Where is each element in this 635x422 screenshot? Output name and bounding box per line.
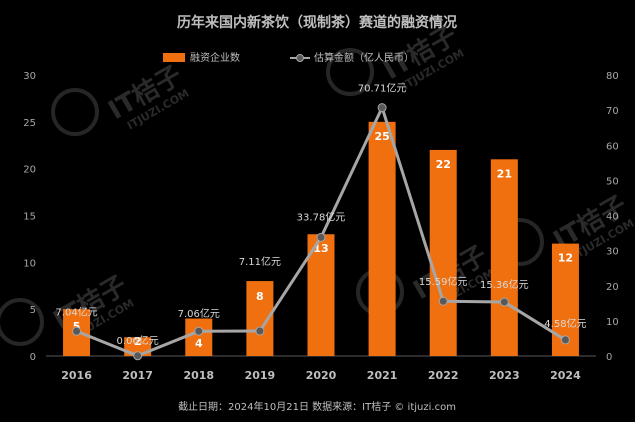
amount-point — [72, 326, 82, 336]
x-tick-label: 2019 — [245, 369, 276, 382]
amount-value-label: 4.58亿元 — [544, 317, 586, 330]
x-axis: 2016 2017 2018 2019 2020 2021 2022 2023 2024 — [61, 369, 581, 382]
right-tick-label: 20 — [606, 282, 619, 293]
x-tick-label: 2018 — [183, 369, 214, 382]
left-axis: 0 5 10 15 20 25 30 — [23, 71, 36, 363]
left-tick-label: 5 — [30, 305, 36, 316]
amount-value-label: 7.06亿元 — [178, 307, 220, 320]
watermark-logo — [51, 88, 99, 136]
amount-value-label: 70.71亿元 — [358, 82, 407, 95]
amount-point — [438, 296, 448, 306]
amount-value-label: 15.36亿元 — [480, 278, 529, 291]
amount-value-label: 7.04亿元 — [55, 305, 97, 318]
watermark-logo — [0, 298, 44, 346]
bar-value-label: 2 — [134, 335, 142, 348]
right-tick-label: 50 — [606, 176, 619, 187]
watermark-logo — [326, 48, 374, 96]
amount-line: 7.04亿元 0.06亿元 7.06亿元 7.11亿元 33.78亿元 70.71亿元 15… — [55, 82, 587, 361]
bar — [185, 318, 213, 356]
bar-value-label: 25 — [374, 130, 389, 143]
bar-value-label: 5 — [73, 320, 81, 333]
amount-value-label: 0.06亿元 — [117, 334, 159, 347]
legend: 融资企业数 估算金额（亿人民币） — [163, 51, 414, 64]
left-tick-label: 10 — [23, 258, 36, 269]
bar-value-label: 8 — [256, 290, 264, 303]
amount-point — [133, 351, 143, 361]
x-tick-label: 2022 — [428, 369, 459, 382]
left-tick-label: 25 — [23, 118, 36, 129]
left-tick-label: 0 — [30, 352, 36, 363]
x-tick-label: 2017 — [122, 369, 153, 382]
bar-value-label: 22 — [436, 158, 451, 171]
x-tick-label: 2016 — [61, 369, 92, 382]
amount-point — [255, 326, 265, 336]
legend-bar-swatch — [163, 53, 185, 62]
amount-point — [377, 103, 387, 113]
amount-value-label: 15.59亿元 — [419, 275, 468, 288]
right-tick-label: 30 — [606, 247, 619, 258]
left-tick-label: 20 — [23, 165, 36, 176]
left-tick-label: 30 — [23, 71, 36, 82]
amount-point — [499, 297, 509, 307]
left-tick-label: 15 — [23, 212, 36, 223]
bar — [490, 159, 518, 356]
bar — [429, 149, 457, 356]
bar-value-label: 4 — [195, 337, 203, 350]
amount-point — [316, 232, 326, 242]
right-tick-label: 40 — [606, 212, 619, 223]
right-tick-label: 0 — [606, 352, 612, 363]
amount-point — [194, 326, 204, 336]
legend-bar-label: 融资企业数 — [190, 51, 240, 64]
amount-value-label: 7.11亿元 — [239, 255, 281, 268]
chart-title: 历年来国内新茶饮（现制茶）赛道的融资情况 — [177, 14, 457, 31]
legend-line-marker — [296, 54, 304, 62]
footer-source: 截止日期：2024年10月21日 数据来源：IT桔子 © itjuzi.com — [178, 400, 456, 413]
x-tick-label: 2021 — [367, 369, 398, 382]
bar — [124, 337, 152, 356]
x-tick-label: 2023 — [489, 369, 520, 382]
bar — [307, 234, 335, 356]
legend-line-label: 估算金额（亿人民币） — [314, 51, 414, 64]
x-tick-label: 2024 — [550, 369, 581, 382]
amount-point — [560, 335, 570, 345]
bar-value-label: 21 — [497, 167, 512, 180]
right-tick-label: 70 — [606, 106, 619, 117]
x-tick-label: 2020 — [306, 369, 337, 382]
amount-value-label: 33.78亿元 — [297, 210, 346, 223]
right-tick-label: 10 — [606, 317, 619, 328]
bar-value-label: 12 — [558, 252, 573, 265]
right-tick-label: 80 — [606, 71, 619, 82]
bar — [368, 121, 396, 356]
right-axis: 0 10 20 30 40 50 60 70 80 — [606, 71, 619, 363]
right-tick-label: 60 — [606, 141, 619, 152]
